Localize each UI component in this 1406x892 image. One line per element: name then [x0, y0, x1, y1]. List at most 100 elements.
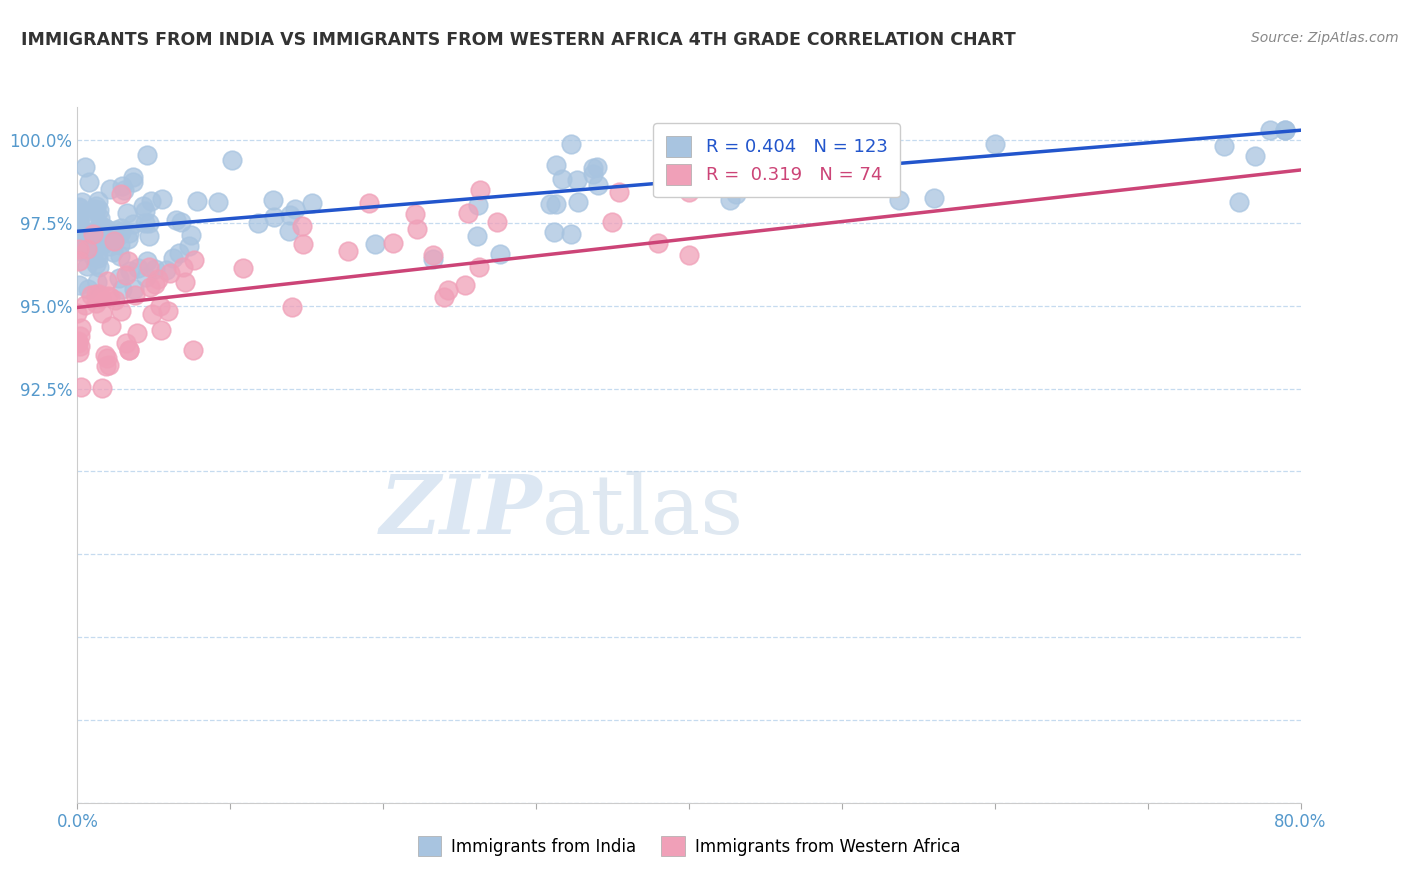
Point: [148, 272, 170, 286]
Point: [565, 173, 588, 187]
Point: [725, 186, 748, 201]
Point: [91, 381, 114, 395]
Point: [291, 236, 314, 251]
Point: [125, 326, 148, 340]
Point: [77, 232, 100, 246]
Point: [86, 275, 108, 289]
Point: [100, 318, 122, 333]
Point: [337, 244, 360, 258]
Point: [180, 228, 202, 243]
Point: [186, 194, 208, 209]
Point: [150, 193, 173, 207]
Point: [104, 293, 127, 307]
Point: [135, 269, 157, 284]
Point: [138, 216, 160, 230]
Point: [94, 221, 117, 235]
Point: [89, 218, 111, 232]
Point: [465, 228, 488, 243]
Point: [138, 228, 160, 243]
Text: IMMIGRANTS FROM INDIA VS IMMIGRANTS FROM WESTERN AFRICA 4TH GRADE CORRELATION CH: IMMIGRANTS FROM INDIA VS IMMIGRANTS FROM…: [21, 31, 1017, 49]
Point: [1274, 123, 1296, 137]
Point: [67, 254, 90, 268]
Point: [567, 194, 589, 209]
Point: [77, 240, 100, 254]
Point: [72, 205, 94, 219]
Point: [73, 298, 96, 312]
Point: [551, 172, 574, 186]
Y-axis label: 4th Grade: 4th Grade: [0, 417, 3, 493]
Point: [83, 202, 105, 216]
Point: [86, 199, 108, 213]
Point: [67, 244, 90, 258]
Point: [1213, 139, 1236, 153]
Point: [98, 182, 121, 196]
Point: [454, 278, 477, 293]
Point: [468, 260, 491, 275]
Point: [582, 161, 605, 175]
Point: [586, 178, 609, 192]
Point: [112, 183, 135, 197]
Point: [96, 351, 118, 366]
Point: [93, 227, 115, 242]
Point: [115, 335, 138, 350]
Point: [91, 237, 114, 252]
Point: [76, 282, 98, 296]
Point: [66, 215, 89, 229]
Point: [143, 262, 166, 277]
Point: [82, 227, 104, 241]
Point: [136, 148, 159, 162]
Point: [66, 334, 89, 348]
Point: [122, 169, 145, 184]
Point: [103, 244, 125, 259]
Point: [70, 194, 93, 209]
Point: [118, 226, 141, 240]
Point: [181, 343, 204, 357]
Point: [457, 206, 479, 220]
Point: [67, 242, 90, 256]
Point: [115, 205, 138, 219]
Point: [67, 201, 90, 215]
Point: [678, 248, 700, 262]
Point: [104, 228, 127, 243]
Point: [437, 283, 460, 297]
Point: [67, 344, 90, 359]
Point: [136, 254, 159, 268]
Point: [984, 136, 1007, 151]
Text: atlas: atlas: [543, 471, 744, 550]
Point: [546, 158, 568, 172]
Text: Source: ZipAtlas.com: Source: ZipAtlas.com: [1251, 31, 1399, 45]
Point: [90, 292, 112, 306]
Point: [110, 225, 132, 239]
Point: [177, 238, 200, 252]
Point: [433, 290, 456, 304]
Text: ZIP: ZIP: [380, 471, 543, 550]
Point: [1274, 123, 1296, 137]
Point: [76, 238, 98, 252]
Point: [94, 222, 117, 236]
Point: [118, 343, 141, 357]
Point: [122, 175, 145, 189]
Point: [121, 217, 143, 231]
Point: [538, 197, 561, 211]
Point: [582, 167, 605, 181]
Point: [108, 238, 131, 252]
Point: [141, 194, 163, 209]
Point: [157, 304, 180, 318]
Point: [468, 183, 491, 197]
Point: [84, 257, 107, 271]
Point: [70, 232, 93, 246]
Point: [66, 306, 89, 320]
Point: [602, 215, 624, 229]
Point: [80, 288, 103, 302]
Point: [922, 190, 945, 204]
Point: [138, 260, 160, 275]
Point: [406, 222, 429, 236]
Point: [422, 247, 444, 261]
Point: [98, 358, 121, 372]
Point: [110, 187, 132, 202]
Point: [80, 225, 103, 239]
Point: [84, 295, 107, 310]
Point: [66, 225, 89, 239]
Point: [77, 175, 100, 189]
Point: [87, 287, 110, 301]
